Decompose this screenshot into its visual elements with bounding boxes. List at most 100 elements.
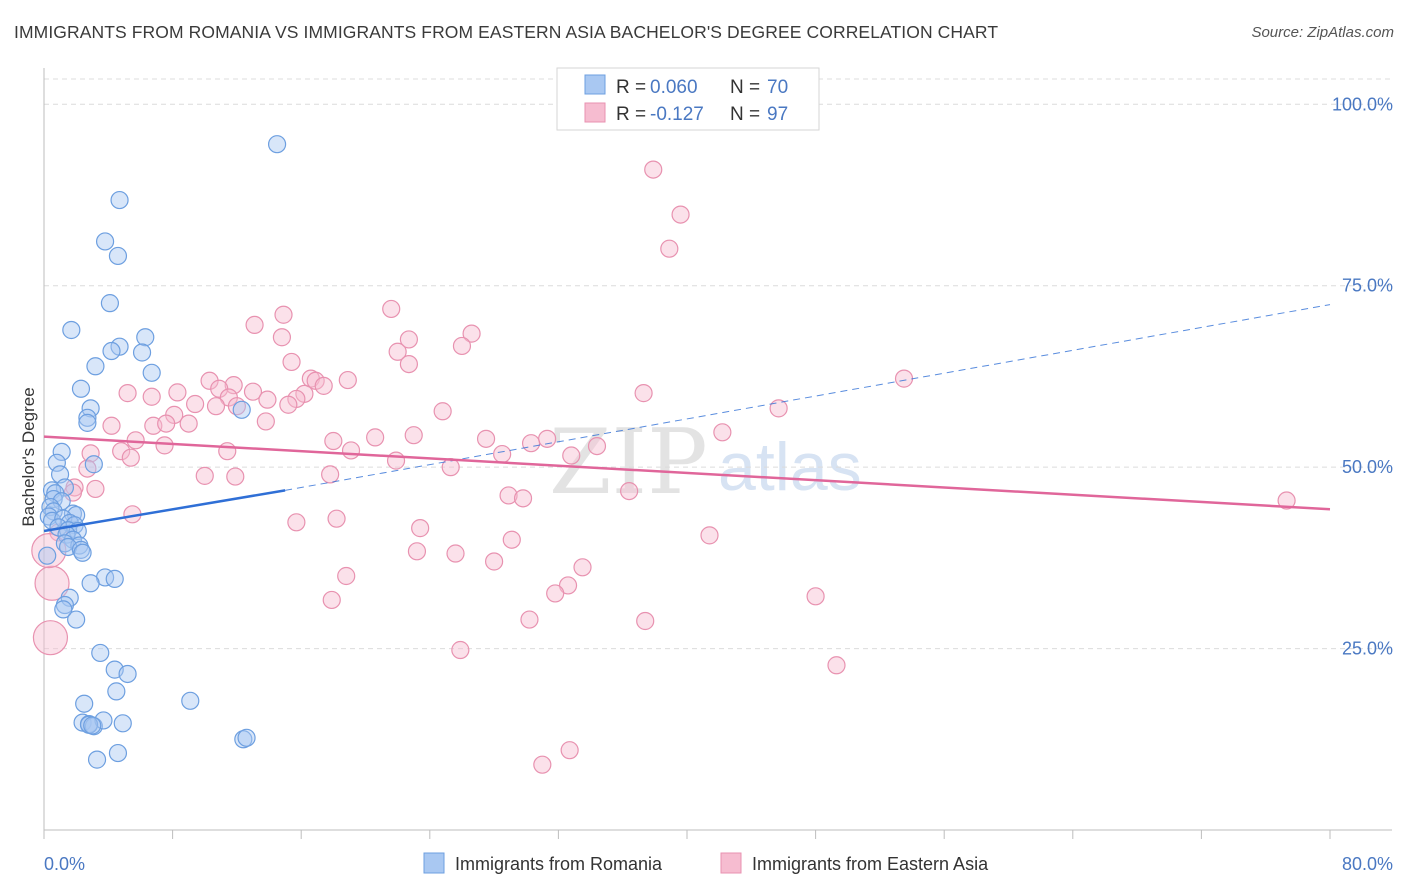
romania-point-4 xyxy=(100,294,120,313)
romania-point-5 xyxy=(62,320,81,340)
bottom-legend-swatch-asia xyxy=(720,852,742,874)
asia-point-95 xyxy=(32,620,69,656)
asia-point-93 xyxy=(533,755,552,774)
romania-point-1 xyxy=(110,190,129,210)
asia-point-63 xyxy=(195,466,214,485)
asia-point-86 xyxy=(322,590,341,610)
asia-point-34 xyxy=(433,402,452,421)
asia-point-10 xyxy=(388,342,407,361)
asia-point-39 xyxy=(157,414,176,433)
series-eastern-asia xyxy=(31,160,1296,774)
asia-point-52 xyxy=(341,441,361,460)
legend-swatch-romania xyxy=(584,74,606,95)
asia-point-70 xyxy=(513,489,533,508)
asia-point-43 xyxy=(404,426,423,445)
asia-point-8 xyxy=(399,330,419,349)
legend-swatch-asia xyxy=(584,102,606,123)
asia-point-76 xyxy=(700,526,719,545)
grid-lines xyxy=(44,78,1392,650)
romania-trend-line xyxy=(43,489,286,533)
bottom-legend: Immigrants from Romania Immigrants from … xyxy=(423,852,989,874)
romania-point-51 xyxy=(54,600,73,619)
y-tick-label-2: 75.0% xyxy=(1342,276,1393,296)
romania-point-19 xyxy=(47,453,66,472)
asia-point-25 xyxy=(142,387,161,406)
asia-point-54 xyxy=(112,442,131,461)
asia-point-11 xyxy=(282,352,301,372)
asia-point-47 xyxy=(324,431,343,451)
bottom-legend-label-romania: Immigrants from Romania xyxy=(455,854,663,874)
axes xyxy=(43,68,1392,839)
asia-point-58 xyxy=(562,446,581,465)
series-romania xyxy=(38,135,287,769)
asia-point-22 xyxy=(168,383,187,402)
asia-point-87 xyxy=(806,587,825,606)
asia-point-92 xyxy=(560,741,579,760)
romania-point-67 xyxy=(108,743,128,763)
asia-point-59 xyxy=(386,451,406,470)
romania-point-10 xyxy=(86,357,105,376)
romania-point-8 xyxy=(102,341,121,361)
romania-point-0 xyxy=(267,135,287,154)
asia-point-46 xyxy=(538,429,557,448)
asia-trend-line xyxy=(43,435,1331,511)
asia-point-88 xyxy=(520,610,539,629)
asia-point-20 xyxy=(314,376,333,395)
asia-point-31 xyxy=(279,395,298,414)
romania-point-12 xyxy=(71,379,91,398)
romania-point-15 xyxy=(78,408,97,427)
asia-point-91 xyxy=(827,656,846,675)
romania-point-43 xyxy=(71,540,91,559)
y-tick-label-3: 100.0% xyxy=(1332,94,1393,114)
romania-point-13 xyxy=(232,400,251,419)
romania-point-65 xyxy=(237,728,256,747)
asia-point-7 xyxy=(272,328,292,347)
asia-point-66 xyxy=(86,479,105,499)
asia-point-9 xyxy=(452,336,472,356)
asia-point-5 xyxy=(245,315,264,335)
asia-point-53 xyxy=(218,442,237,461)
asia-point-26 xyxy=(634,384,653,403)
asia-point-44 xyxy=(366,428,385,447)
asia-point-79 xyxy=(407,542,427,561)
legend-r-value-asia: -0.127 xyxy=(650,104,704,125)
x-tick-labels: 0.0% 80.0% xyxy=(44,854,1393,874)
romania-point-2 xyxy=(95,232,115,251)
romania-point-18 xyxy=(84,455,103,474)
asia-point-81 xyxy=(485,552,504,571)
legend-r-label-romania: R = xyxy=(616,77,646,98)
legend-n-label-romania: N = xyxy=(730,77,760,98)
x-tick-label-1: 80.0% xyxy=(1342,854,1393,874)
asia-point-45 xyxy=(476,429,496,448)
legend-r-value-romania: 0.060 xyxy=(650,77,698,98)
romania-point-52 xyxy=(67,610,86,629)
asia-point-94 xyxy=(34,565,70,601)
asia-point-90 xyxy=(451,640,470,660)
asia-point-37 xyxy=(179,414,198,433)
y-tick-labels: 25.0% 50.0% 75.0% 100.0% xyxy=(1332,94,1393,658)
asia-point-74 xyxy=(287,513,306,532)
romania-point-62 xyxy=(94,711,113,730)
asia-point-14 xyxy=(338,370,357,390)
asia-point-2 xyxy=(660,239,679,258)
romania-point-58 xyxy=(75,694,94,713)
asia-point-51 xyxy=(155,436,174,455)
asia-point-96 xyxy=(31,532,67,569)
asia-point-21 xyxy=(118,384,137,403)
romania-point-47 xyxy=(81,574,100,593)
asia-point-68 xyxy=(620,481,639,501)
y-tick-label-0: 25.0% xyxy=(1342,639,1393,659)
asia-point-80 xyxy=(446,544,465,563)
bottom-legend-swatch-romania xyxy=(423,852,445,874)
asia-point-71 xyxy=(1277,491,1296,510)
asia-point-6 xyxy=(462,324,481,343)
asia-point-40 xyxy=(102,416,121,435)
romania-point-55 xyxy=(118,664,137,684)
romania-point-9 xyxy=(132,343,152,362)
watermark: ZIP atlas xyxy=(549,410,862,515)
asia-point-30 xyxy=(186,394,205,414)
asia-point-69 xyxy=(499,486,518,505)
asia-point-75 xyxy=(411,519,430,538)
chart-title: IMMIGRANTS FROM ROMANIA VS IMMIGRANTS FR… xyxy=(14,22,999,42)
